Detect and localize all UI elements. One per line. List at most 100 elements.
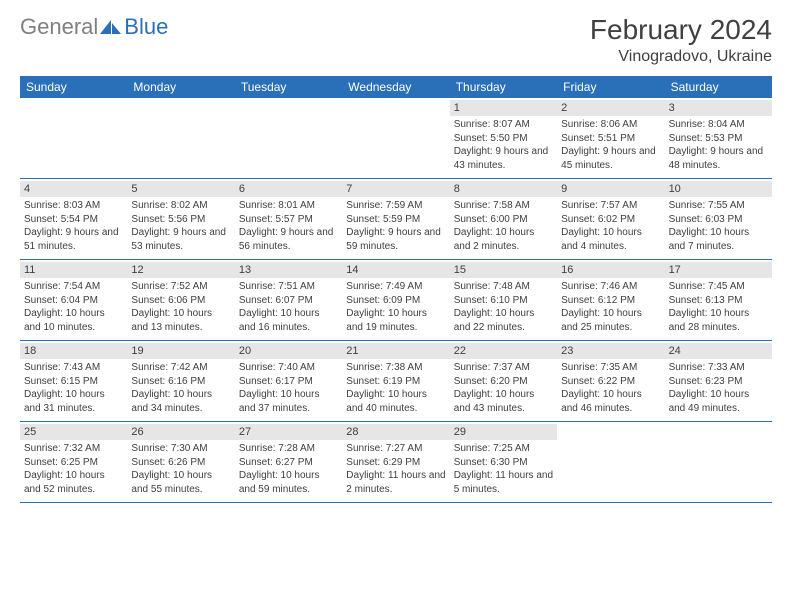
day-number: 25 <box>20 424 127 440</box>
day-details: Sunrise: 7:25 AMSunset: 6:30 PMDaylight:… <box>454 442 553 496</box>
day-details: Sunrise: 7:52 AMSunset: 6:06 PMDaylight:… <box>131 280 230 334</box>
daylight-text: Daylight: 10 hours and 19 minutes. <box>346 307 445 334</box>
day-details: Sunrise: 7:32 AMSunset: 6:25 PMDaylight:… <box>24 442 123 496</box>
sunset-text: Sunset: 6:23 PM <box>669 375 768 389</box>
title-block: February 2024 Vinogradovo, Ukraine <box>590 14 772 66</box>
day-cell <box>665 422 772 502</box>
day-cell: 6Sunrise: 8:01 AMSunset: 5:57 PMDaylight… <box>235 179 342 259</box>
day-number: 1 <box>450 100 557 116</box>
day-details: Sunrise: 7:38 AMSunset: 6:19 PMDaylight:… <box>346 361 445 415</box>
weekday-header: Thursday <box>450 76 557 98</box>
daylight-text: Daylight: 10 hours and 59 minutes. <box>239 469 338 496</box>
sunrise-text: Sunrise: 7:37 AM <box>454 361 553 375</box>
daylight-text: Daylight: 10 hours and 25 minutes. <box>561 307 660 334</box>
sunset-text: Sunset: 6:09 PM <box>346 294 445 308</box>
sunset-text: Sunset: 6:26 PM <box>131 456 230 470</box>
day-details: Sunrise: 7:37 AMSunset: 6:20 PMDaylight:… <box>454 361 553 415</box>
daylight-text: Daylight: 10 hours and 40 minutes. <box>346 388 445 415</box>
sunset-text: Sunset: 6:03 PM <box>669 213 768 227</box>
sunset-text: Sunset: 5:54 PM <box>24 213 123 227</box>
daylight-text: Daylight: 10 hours and 28 minutes. <box>669 307 768 334</box>
weekday-header: Saturday <box>665 76 772 98</box>
week-row: 11Sunrise: 7:54 AMSunset: 6:04 PMDayligh… <box>20 260 772 341</box>
day-details: Sunrise: 8:06 AMSunset: 5:51 PMDaylight:… <box>561 118 660 172</box>
day-number <box>235 100 342 104</box>
day-details: Sunrise: 8:07 AMSunset: 5:50 PMDaylight:… <box>454 118 553 172</box>
day-number: 23 <box>557 343 664 359</box>
daylight-text: Daylight: 10 hours and 37 minutes. <box>239 388 338 415</box>
day-details: Sunrise: 8:04 AMSunset: 5:53 PMDaylight:… <box>669 118 768 172</box>
day-cell: 24Sunrise: 7:33 AMSunset: 6:23 PMDayligh… <box>665 341 772 421</box>
daylight-text: Daylight: 10 hours and 55 minutes. <box>131 469 230 496</box>
sunset-text: Sunset: 6:29 PM <box>346 456 445 470</box>
day-cell: 12Sunrise: 7:52 AMSunset: 6:06 PMDayligh… <box>127 260 234 340</box>
day-details: Sunrise: 7:30 AMSunset: 6:26 PMDaylight:… <box>131 442 230 496</box>
week-row: 4Sunrise: 8:03 AMSunset: 5:54 PMDaylight… <box>20 179 772 260</box>
day-details: Sunrise: 7:58 AMSunset: 6:00 PMDaylight:… <box>454 199 553 253</box>
day-cell: 8Sunrise: 7:58 AMSunset: 6:00 PMDaylight… <box>450 179 557 259</box>
weekday-header: Wednesday <box>342 76 449 98</box>
sunrise-text: Sunrise: 7:38 AM <box>346 361 445 375</box>
sunset-text: Sunset: 6:16 PM <box>131 375 230 389</box>
day-number <box>557 424 664 428</box>
day-cell: 21Sunrise: 7:38 AMSunset: 6:19 PMDayligh… <box>342 341 449 421</box>
sunset-text: Sunset: 6:22 PM <box>561 375 660 389</box>
day-cell: 7Sunrise: 7:59 AMSunset: 5:59 PMDaylight… <box>342 179 449 259</box>
day-cell <box>127 98 234 178</box>
day-number: 14 <box>342 262 449 278</box>
day-details: Sunrise: 7:55 AMSunset: 6:03 PMDaylight:… <box>669 199 768 253</box>
sunset-text: Sunset: 5:53 PM <box>669 132 768 146</box>
day-cell: 26Sunrise: 7:30 AMSunset: 6:26 PMDayligh… <box>127 422 234 502</box>
day-cell <box>20 98 127 178</box>
day-cell: 27Sunrise: 7:28 AMSunset: 6:27 PMDayligh… <box>235 422 342 502</box>
sunset-text: Sunset: 5:51 PM <box>561 132 660 146</box>
daylight-text: Daylight: 10 hours and 34 minutes. <box>131 388 230 415</box>
weekday-header: Tuesday <box>235 76 342 98</box>
sunrise-text: Sunrise: 7:58 AM <box>454 199 553 213</box>
day-number <box>20 100 127 104</box>
day-cell: 28Sunrise: 7:27 AMSunset: 6:29 PMDayligh… <box>342 422 449 502</box>
day-details: Sunrise: 7:45 AMSunset: 6:13 PMDaylight:… <box>669 280 768 334</box>
location: Vinogradovo, Ukraine <box>590 48 772 66</box>
day-details: Sunrise: 7:40 AMSunset: 6:17 PMDaylight:… <box>239 361 338 415</box>
day-number: 17 <box>665 262 772 278</box>
sunset-text: Sunset: 6:20 PM <box>454 375 553 389</box>
sunrise-text: Sunrise: 7:28 AM <box>239 442 338 456</box>
sunrise-text: Sunrise: 7:49 AM <box>346 280 445 294</box>
sunset-text: Sunset: 6:12 PM <box>561 294 660 308</box>
day-cell: 25 Sunrise: 7:32 AMSunset: 6:25 PMDayligh… <box>20 422 127 502</box>
sunrise-text: Sunrise: 8:07 AM <box>454 118 553 132</box>
day-cell: 9Sunrise: 7:57 AMSunset: 6:02 PMDaylight… <box>557 179 664 259</box>
week-row: 25 Sunrise: 7:32 AMSunset: 6:25 PMDayligh… <box>20 422 772 503</box>
day-number: 16 <box>557 262 664 278</box>
sunrise-text: Sunrise: 7:33 AM <box>669 361 768 375</box>
day-number: 7 <box>342 181 449 197</box>
daylight-text: Daylight: 11 hours and 5 minutes. <box>454 469 553 496</box>
day-cell: 1 Sunrise: 8:07 AMSunset: 5:50 PMDaylight… <box>450 98 557 178</box>
sunrise-text: Sunrise: 7:57 AM <box>561 199 660 213</box>
week-row: 18Sunrise: 7:43 AMSunset: 6:15 PMDayligh… <box>20 341 772 422</box>
day-number: 28 <box>342 424 449 440</box>
day-number: 19 <box>127 343 234 359</box>
day-cell: 29Sunrise: 7:25 AMSunset: 6:30 PMDayligh… <box>450 422 557 502</box>
day-cell: 16 Sunrise: 7:46 AMSunset: 6:12 PMDayligh… <box>557 260 664 340</box>
day-number: 18 <box>20 343 127 359</box>
logo-sail-icon <box>100 20 122 34</box>
sunrise-text: Sunrise: 7:51 AM <box>239 280 338 294</box>
sunset-text: Sunset: 6:04 PM <box>24 294 123 308</box>
day-number <box>665 424 772 428</box>
day-cell: 22Sunrise: 7:37 AMSunset: 6:20 PMDayligh… <box>450 341 557 421</box>
day-cell: 23Sunrise: 7:35 AMSunset: 6:22 PMDayligh… <box>557 341 664 421</box>
day-cell <box>235 98 342 178</box>
daylight-text: Daylight: 9 hours and 43 minutes. <box>454 145 553 172</box>
daylight-text: Daylight: 9 hours and 56 minutes. <box>239 226 338 253</box>
sunrise-text: Sunrise: 7:45 AM <box>669 280 768 294</box>
daylight-text: Daylight: 10 hours and 4 minutes. <box>561 226 660 253</box>
sunrise-text: Sunrise: 7:42 AM <box>131 361 230 375</box>
day-number: 4 <box>20 181 127 197</box>
logo: General Blue <box>20 14 168 40</box>
day-details: Sunrise: 7:46 AMSunset: 6:12 PMDaylight:… <box>561 280 660 334</box>
daylight-text: Daylight: 10 hours and 22 minutes. <box>454 307 553 334</box>
daylight-text: Daylight: 10 hours and 2 minutes. <box>454 226 553 253</box>
daylight-text: Daylight: 10 hours and 43 minutes. <box>454 388 553 415</box>
